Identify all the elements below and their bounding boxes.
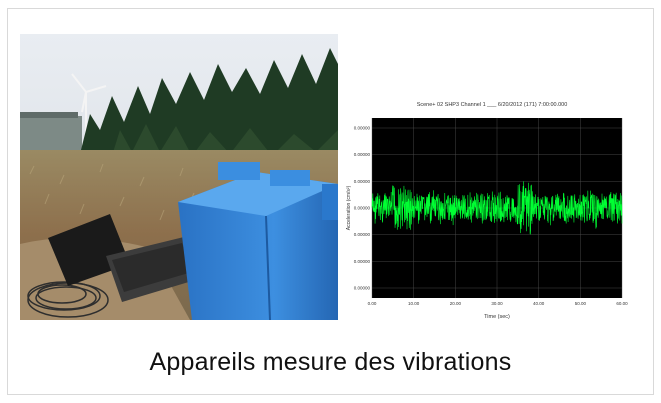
seismogram-svg: Scene+ 02 SHP3 Channel 1 ___ 6/20/2012 (… xyxy=(342,96,642,324)
x-tick-label: 10.00 xyxy=(408,301,420,306)
field-photo-illustration xyxy=(20,34,338,320)
x-tick-label: 60.00 xyxy=(616,301,628,306)
y-tick-label: 0.00000 xyxy=(354,126,371,131)
x-tick-label: 0.00 xyxy=(368,301,377,306)
y-tick-label: 0.00000 xyxy=(354,206,371,211)
caption: Appareils mesure des vibrations xyxy=(0,348,661,377)
y-tick-label: 0.00000 xyxy=(354,232,371,237)
y-axis-label: Acceleration (cm/s²) xyxy=(346,185,352,230)
y-tick-label: 0.00000 xyxy=(354,179,371,184)
x-tick-label: 20.00 xyxy=(450,301,462,306)
x-axis-label: Time (sec) xyxy=(484,314,510,320)
y-tick-label: 0.00000 xyxy=(354,259,371,264)
seismogram-plot: Scene+ 02 SHP3 Channel 1 ___ 6/20/2012 (… xyxy=(342,96,642,324)
y-tick-labels: 0.00000 0.00000 0.00000 0.00000 0.00000 0.000… xyxy=(354,126,371,291)
y-tick-label: 0.00000 xyxy=(354,286,371,291)
x-tick-label: 50.00 xyxy=(575,301,587,306)
x-tick-labels: 0.00 10.00 20.00 30.00 40.00 50.00 60.00 xyxy=(368,301,629,306)
plot-header: Scene+ 02 SHP3 Channel 1 ___ 6/20/2012 (… xyxy=(417,102,568,108)
building xyxy=(20,116,82,150)
field-photo xyxy=(20,34,338,320)
x-tick-label: 40.00 xyxy=(533,301,545,306)
x-tick-label: 30.00 xyxy=(491,301,503,306)
y-tick-label: 0.00000 xyxy=(354,152,371,157)
